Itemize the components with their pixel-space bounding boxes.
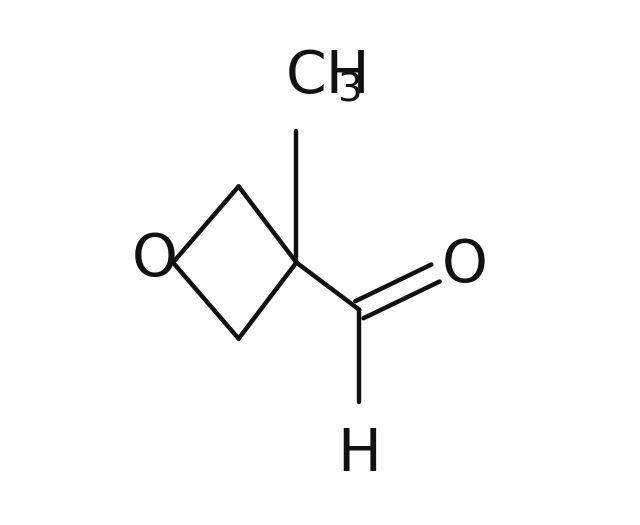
- Text: H: H: [337, 426, 381, 482]
- Text: CH: CH: [286, 48, 371, 104]
- Text: O: O: [442, 237, 487, 293]
- Text: O: O: [132, 232, 177, 288]
- Text: 3: 3: [337, 72, 362, 110]
